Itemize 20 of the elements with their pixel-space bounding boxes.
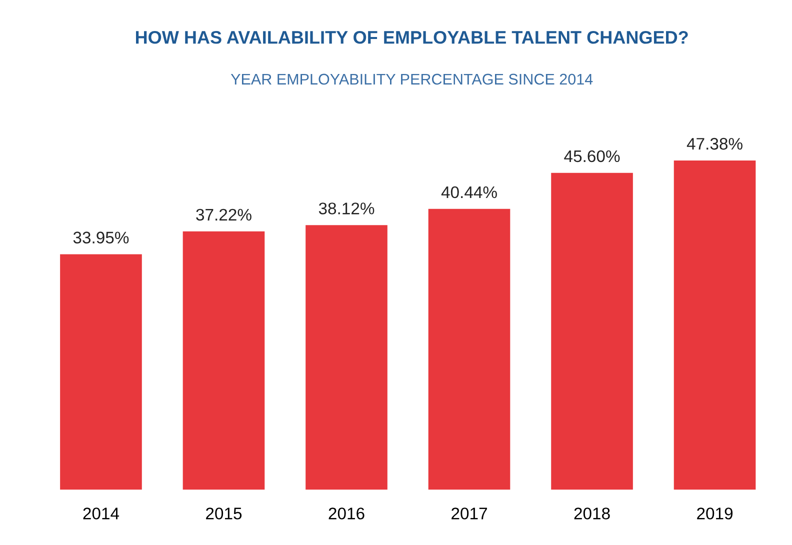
x-tick-label: 2015 — [206, 508, 242, 520]
data-label: 33.95% — [73, 232, 129, 244]
bar — [672, 158, 758, 490]
bar — [304, 223, 390, 490]
x-tick-label: 2017 — [452, 508, 487, 520]
data-label: 40.44% — [441, 186, 497, 198]
bar — [58, 252, 144, 490]
x-tick-label: 2016 — [328, 508, 364, 520]
bar — [426, 207, 512, 490]
x-tick-label: 2018 — [574, 508, 610, 520]
chart-title: HOW HAS AVAILABILITY OF EMPLOYABLE TALENT CHANGED? — [136, 30, 688, 44]
bar — [549, 171, 635, 490]
x-tick-label: 2014 — [83, 508, 120, 520]
chart-subtitle: YEAR EMPLOYABILITY PERCENTAGE SINCE 2014 — [230, 74, 593, 85]
x-tick-label: 2019 — [697, 508, 733, 520]
bar — [181, 230, 266, 490]
data-label: 47.38% — [686, 138, 742, 150]
data-label: 38.12% — [318, 202, 374, 214]
data-label: 45.60% — [564, 150, 620, 162]
data-label: 37.22% — [196, 208, 252, 221]
